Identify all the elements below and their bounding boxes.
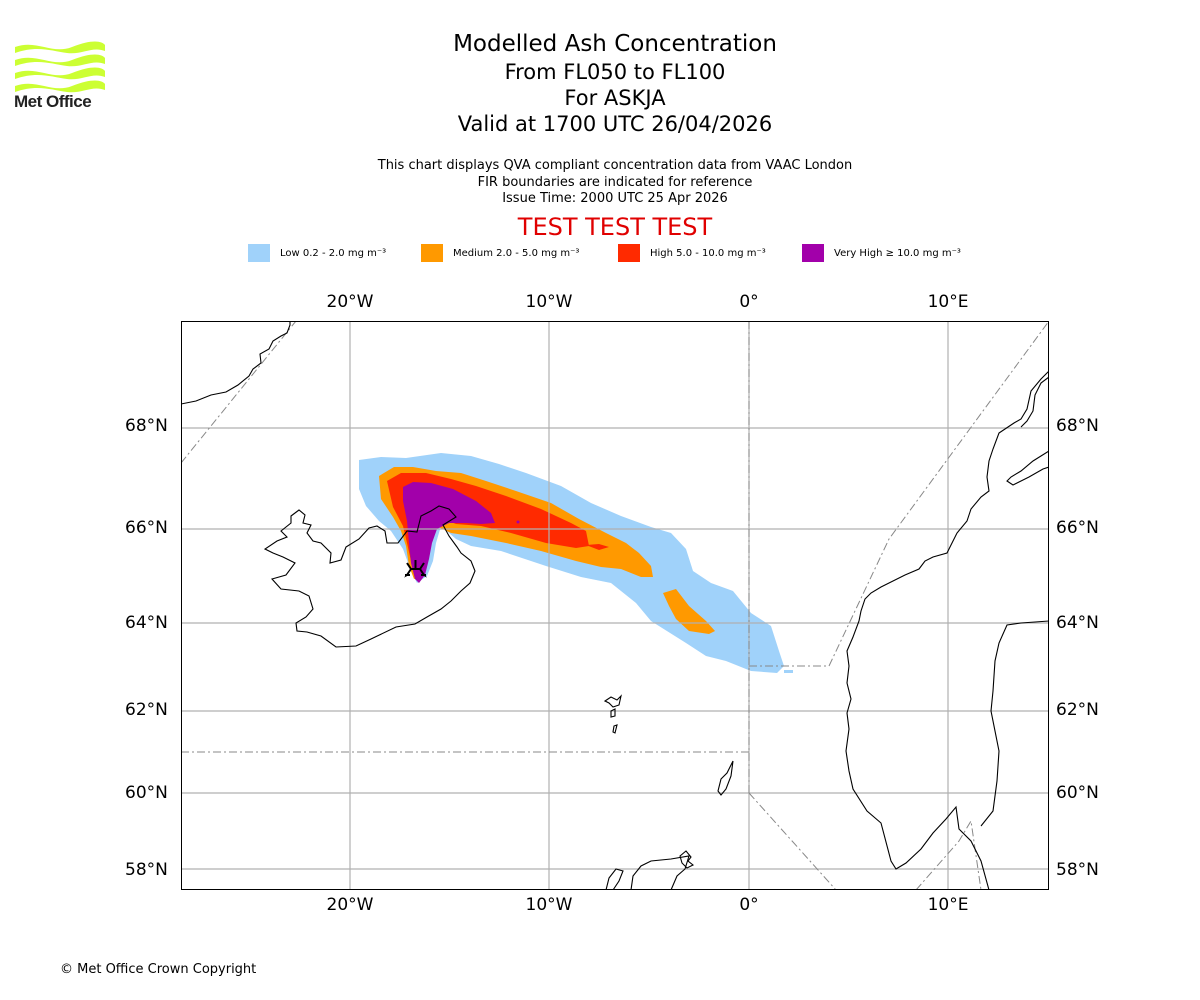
legend-label: High 5.0 - 10.0 mg m⁻³	[650, 247, 766, 259]
legend-label: Very High ≥ 10.0 mg m⁻³	[834, 247, 961, 259]
lat-label-left: 58°N	[125, 860, 168, 880]
lon-label-bottom: 10°E	[927, 895, 969, 915]
coastlines	[181, 321, 1049, 890]
legend-swatch	[421, 244, 443, 262]
volcano-name: For ASKJA	[564, 86, 666, 110]
ash-very-high-region	[403, 482, 495, 583]
lat-label-right: 64°N	[1056, 613, 1099, 633]
map-frame	[181, 321, 1049, 890]
lat-label-right: 68°N	[1056, 416, 1099, 436]
lat-label-left: 62°N	[125, 700, 168, 720]
ash-very-high-dot	[516, 520, 520, 524]
legend-label: Low 0.2 - 2.0 mg m⁻³	[280, 247, 387, 259]
lon-label-bottom: 0°	[739, 895, 759, 915]
lon-label-top: 10°E	[927, 292, 969, 312]
ash-low-fragment	[784, 670, 793, 673]
legend-item-low: Low 0.2 - 2.0 mg m⁻³	[248, 244, 386, 262]
map-panel[interactable]	[181, 321, 1049, 890]
lat-label-left: 68°N	[125, 416, 168, 436]
test-watermark: TEST TEST TEST	[517, 213, 713, 241]
flight-levels: From FL050 to FL100	[504, 60, 726, 84]
subtitle-line: FIR boundaries are indicated for referen…	[477, 174, 753, 190]
copyright-notice: © Met Office Crown Copyright	[60, 962, 257, 977]
lat-label-right: 58°N	[1056, 860, 1099, 880]
legend-item-medium: Medium 2.0 - 5.0 mg m⁻³	[421, 244, 579, 262]
lon-label-bottom: 10°W	[525, 895, 573, 915]
graticule	[181, 321, 1049, 890]
lat-label-right: 62°N	[1056, 700, 1099, 720]
chart-title: Modelled Ash Concentration	[453, 31, 777, 57]
chart-titles: Modelled Ash Concentration From FL050 to…	[0, 30, 1200, 137]
legend-swatch	[802, 244, 824, 262]
ash-high-fragment	[586, 544, 609, 550]
lon-label-top: 0°	[739, 292, 759, 312]
lon-label-top: 10°W	[525, 292, 573, 312]
logo-text: Met Office	[14, 92, 92, 111]
subtitle-line: This chart displays QVA compliant concen…	[377, 158, 853, 173]
volcano-icon[interactable]	[404, 560, 427, 578]
chart-subtitle: This chart displays QVA compliant concen…	[0, 158, 1200, 208]
lon-label-bottom: 20°W	[326, 895, 374, 915]
met-office-logo-icon	[15, 41, 105, 93]
lon-label-top: 20°W	[326, 292, 374, 312]
legend-item-very-high: Very High ≥ 10.0 mg m⁻³	[802, 244, 961, 262]
valid-time: Valid at 1700 UTC 26/04/2026	[457, 112, 773, 136]
issue-time: Issue Time: 2000 UTC 25 Apr 2026	[502, 191, 728, 206]
lat-label-left: 66°N	[125, 518, 168, 538]
lat-label-left: 60°N	[125, 783, 168, 803]
legend-label: Medium 2.0 - 5.0 mg m⁻³	[453, 247, 580, 259]
legend-item-high: High 5.0 - 10.0 mg m⁻³	[618, 244, 766, 262]
lat-label-right: 60°N	[1056, 783, 1099, 803]
lat-label-right: 66°N	[1056, 518, 1099, 538]
fir-boundaries	[181, 321, 1049, 890]
legend-swatch	[248, 244, 270, 262]
lat-label-left: 64°N	[125, 613, 168, 633]
legend-swatch	[618, 244, 640, 262]
